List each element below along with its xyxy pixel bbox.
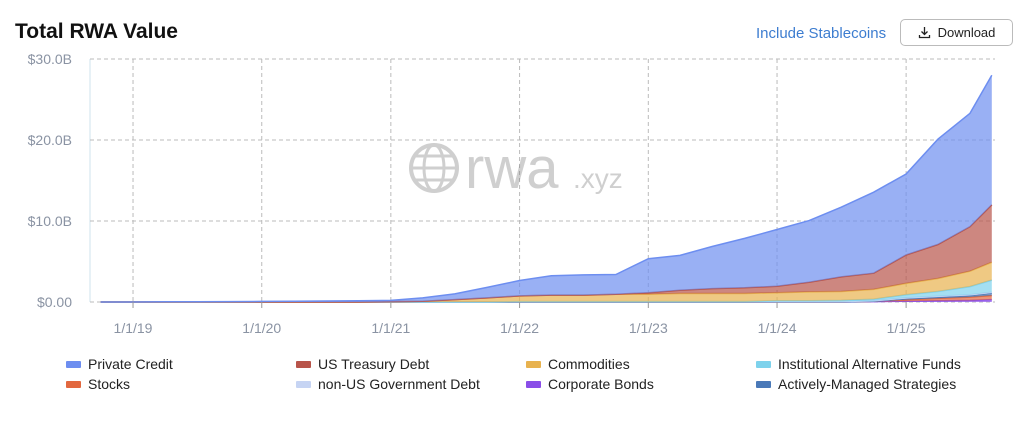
download-button[interactable]: Download	[900, 19, 1013, 46]
legend-swatch	[756, 360, 771, 368]
title: Total RWA Value	[15, 20, 178, 43]
chart: rwa .xyz $0.00 $10.0B $20.0B $30.0B 1/1/19 1/…	[28, 51, 995, 336]
legend-label: non-US Government Debt	[318, 376, 480, 392]
x-tick-label: 1/1/20	[242, 320, 281, 336]
legend-label: Corporate Bonds	[548, 376, 654, 392]
legend-label: Actively-Managed Strategies	[778, 376, 957, 392]
legend-item[interactable]: Actively-Managed Strategies	[756, 376, 1016, 392]
y-tick-label: $10.0B	[28, 213, 72, 229]
legend-item[interactable]: non-US Government Debt	[296, 376, 526, 392]
legend-swatch	[526, 360, 541, 368]
legend-swatch	[296, 380, 311, 388]
download-icon	[918, 27, 930, 39]
legend-item[interactable]: Commodities	[526, 356, 756, 372]
legend-item[interactable]: Corporate Bonds	[526, 376, 756, 392]
watermark-suffix: .xyz	[573, 163, 623, 194]
watermark-main: rwa	[465, 136, 559, 201]
legend-swatch	[66, 360, 81, 368]
legend-label: Commodities	[548, 356, 630, 372]
x-tick-label: 1/1/22	[500, 320, 539, 336]
x-tick-label: 1/1/21	[371, 320, 410, 336]
watermark: rwa .xyz	[409, 136, 623, 201]
include-stablecoins[interactable]: Include Stablecoins	[756, 25, 887, 42]
x-tick-label: 1/1/23	[629, 320, 668, 336]
x-tick-label: 1/1/25	[887, 320, 926, 336]
y-tick-label: $20.0B	[28, 132, 72, 148]
area-line	[100, 74, 993, 303]
legend-item[interactable]: Institutional Alternative Funds	[756, 356, 1016, 372]
y-tick-label: $30.0B	[28, 51, 72, 67]
y-tick-label: $0.00	[37, 294, 72, 310]
legend: Private Credit US Treasury Debt Commoditie…	[66, 356, 1026, 392]
legend-item[interactable]: Stocks	[66, 376, 296, 392]
download-label: Download	[937, 25, 996, 40]
x-tick-label: 1/1/24	[758, 320, 797, 336]
legend-swatch	[756, 380, 771, 388]
legend-swatch	[526, 380, 541, 388]
legend-swatch	[296, 360, 311, 368]
legend-label: US Treasury Debt	[318, 356, 430, 372]
legend-label: Private Credit	[88, 356, 173, 372]
areas	[100, 74, 993, 303]
legend-label: Stocks	[88, 376, 131, 392]
area	[100, 75, 992, 302]
x-tick-label: 1/1/19	[114, 320, 153, 336]
legend-swatch	[66, 380, 81, 388]
axes: $0.00 $10.0B $20.0B $30.0B 1/1/19 1/1/20 1/1/2…	[28, 51, 926, 336]
legend-item[interactable]: US Treasury Debt	[296, 356, 526, 372]
legend-item[interactable]: Private Credit	[66, 356, 296, 372]
legend-label: Institutional Alternative Funds	[778, 356, 961, 372]
